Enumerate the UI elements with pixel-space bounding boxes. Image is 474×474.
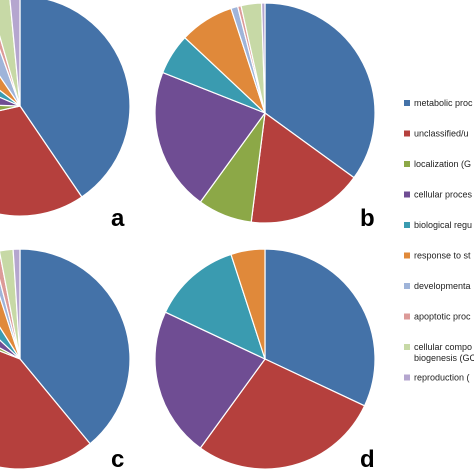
pie-slice-c-9 (12, 248, 21, 360)
legend-label: localization (G (414, 159, 471, 169)
legend-entry: localization (G (404, 159, 471, 169)
pie-slice-c-1 (0, 350, 91, 470)
legend-label: cellular compo (414, 342, 472, 352)
pie-slice-d-0 (264, 248, 376, 407)
pie-slice-a-9 (9, 0, 21, 107)
legend-swatch (404, 283, 410, 289)
panel-label-c: c (111, 446, 124, 473)
pie-chart-d: d (154, 248, 376, 473)
pie-slice-b-0 (264, 2, 376, 179)
pie-slice-d-4 (230, 248, 266, 360)
pie-slice-d-3 (164, 253, 266, 361)
pie-slice-a-0 (19, 0, 131, 198)
legend-swatch (404, 161, 410, 167)
legend-entry: reproduction ( (404, 373, 470, 383)
pie-chart-a: a (0, 0, 131, 232)
legend-entry: unclassified/u (404, 129, 469, 139)
legend-label: developmenta (414, 281, 471, 291)
pie-slice-c-0 (19, 248, 131, 445)
pie-slice-b-3 (154, 71, 266, 203)
pie-slice-d-1 (199, 358, 366, 470)
pie-slice-a-2 (0, 104, 21, 112)
legend-swatch (404, 344, 410, 350)
legend-swatch (404, 191, 410, 198)
pie-slice-b-9 (260, 2, 266, 114)
legend: metabolic proc unclassified/u localization… (404, 98, 474, 383)
legend-label-line2: biogenesis (GC (414, 353, 474, 363)
panel-label-a: a (111, 205, 125, 232)
legend-label: biological regu (414, 220, 472, 230)
legend-label: response to st (414, 251, 471, 261)
legend-swatch (404, 252, 410, 259)
legend-swatch (404, 100, 410, 106)
legend-entry: cellular proces (404, 190, 473, 200)
panel-label-b: b (360, 205, 375, 232)
pie-chart-b: b (154, 2, 376, 232)
legend-swatch (404, 374, 410, 381)
legend-label: metabolic proc (414, 98, 473, 108)
legend-swatch (404, 130, 410, 137)
legend-entry: metabolic proc (404, 98, 473, 108)
pie-charts: a b c d (0, 0, 376, 473)
legend-swatch (404, 222, 410, 228)
legend-label: unclassified/u (414, 129, 469, 139)
pie-slice-b-1 (250, 111, 355, 224)
panel-label-d: d (360, 446, 375, 473)
legend-entry: apoptotic proc (404, 312, 471, 322)
legend-label: cellular proces (414, 190, 473, 200)
legend-entry: biological regu (404, 220, 472, 230)
legend-entry: developmenta (404, 281, 471, 291)
legend-swatch (404, 313, 410, 320)
pie-chart-c: c (0, 248, 131, 473)
pie-slice-a-8 (0, 0, 21, 107)
legend-label: reproduction ( (414, 373, 470, 383)
legend-entry: response to st (404, 251, 471, 261)
legend-label: apoptotic proc (414, 312, 471, 322)
pie-slice-a-1 (0, 105, 83, 217)
